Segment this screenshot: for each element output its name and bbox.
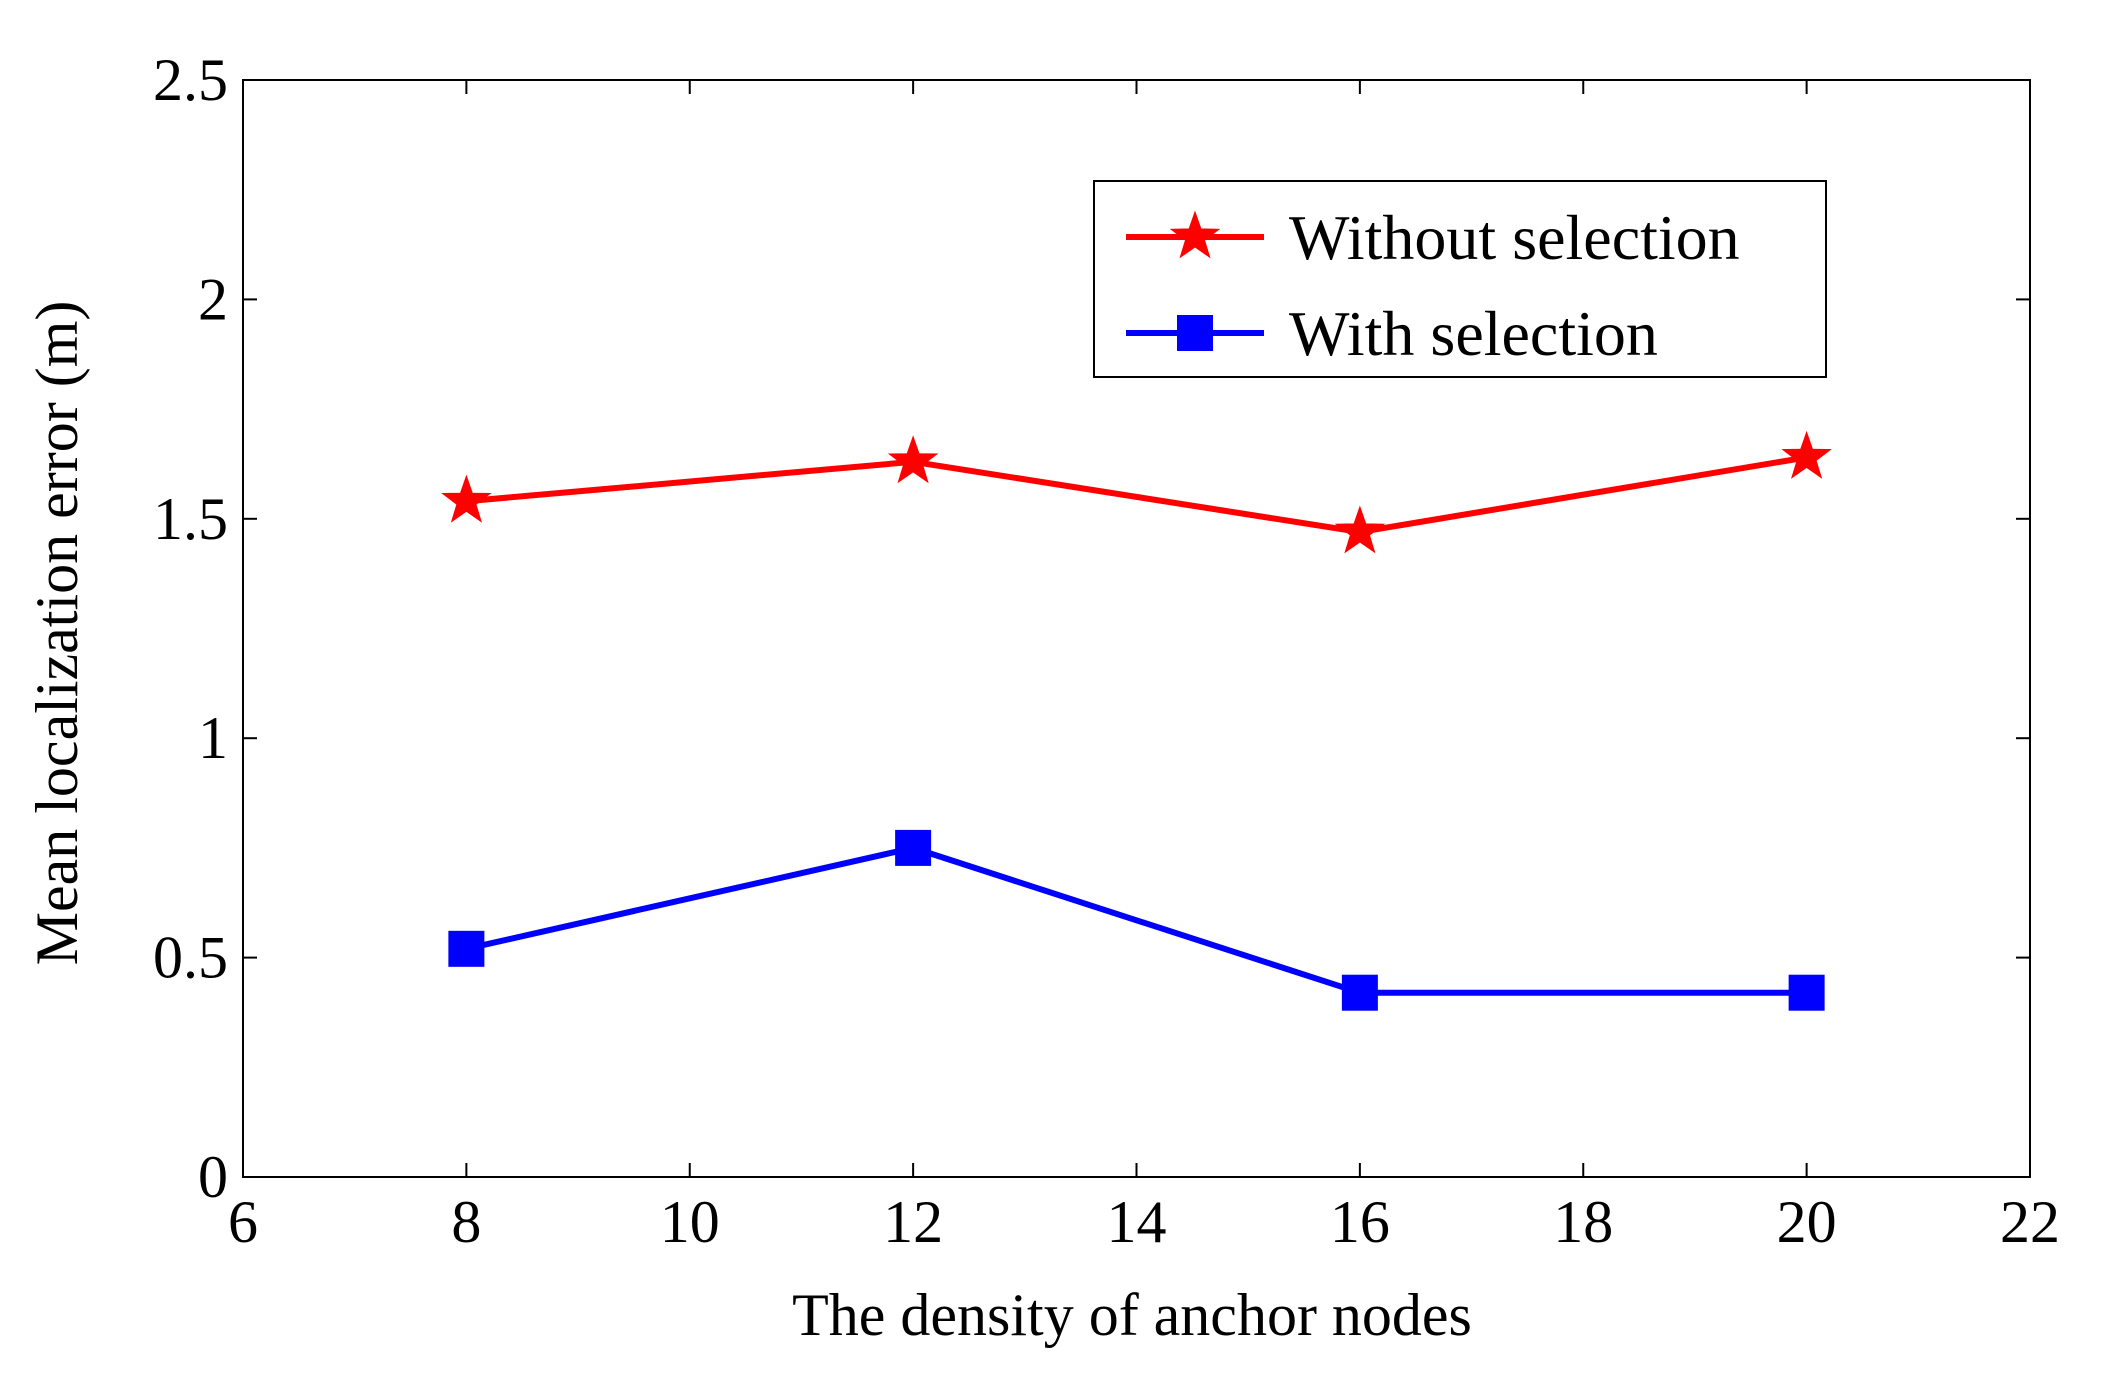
data-point	[1788, 974, 1825, 1011]
series-with-selection	[448, 829, 1825, 1011]
data-point	[448, 930, 485, 967]
x-tick-label: 12	[883, 1189, 943, 1255]
x-tick-label: 10	[660, 1189, 720, 1255]
legend-label: Without selection	[1289, 202, 1740, 273]
data-point	[441, 474, 492, 523]
y-tick-label: 2.5	[153, 47, 228, 113]
x-tick-label: 16	[1330, 1189, 1390, 1255]
x-tick-label: 6	[228, 1189, 258, 1255]
series-layer	[441, 430, 1832, 1011]
x-tick-label: 22	[2000, 1189, 2060, 1255]
y-tick-label: 0	[198, 1144, 228, 1210]
x-tick-label: 20	[1777, 1189, 1837, 1255]
y-tick-label: 1.5	[153, 486, 228, 552]
data-point	[1781, 430, 1832, 479]
data-point	[1341, 974, 1378, 1011]
data-point	[887, 435, 939, 484]
series-line	[466, 454, 1808, 535]
legend: Without selection With selection	[1093, 180, 1827, 378]
legend-marker	[1177, 315, 1213, 351]
x-tick-label: 18	[1553, 1189, 1613, 1255]
x-axis-label: The density of anchor nodes	[792, 1282, 1472, 1348]
x-tick-label: 8	[451, 1189, 481, 1255]
axis-ticks: 6 8 10 12 14 16 18 20 22 0 0.5 1 1.5 2 2.5	[153, 47, 2060, 1255]
x-tick-label: 14	[1107, 1189, 1167, 1255]
y-tick-label: 1	[198, 705, 228, 771]
y-tick-label: 2	[198, 266, 228, 332]
legend-label: With selection	[1289, 298, 1658, 369]
legend-marker	[1169, 210, 1221, 259]
series-line	[465, 844, 1807, 996]
data-point	[1334, 505, 1386, 554]
legend-box	[1093, 180, 1827, 378]
data-point	[895, 829, 932, 866]
series-without-selection	[441, 430, 1832, 554]
y-axis-label: Mean localization error (m)	[24, 301, 90, 966]
y-tick-label: 0.5	[153, 925, 228, 991]
